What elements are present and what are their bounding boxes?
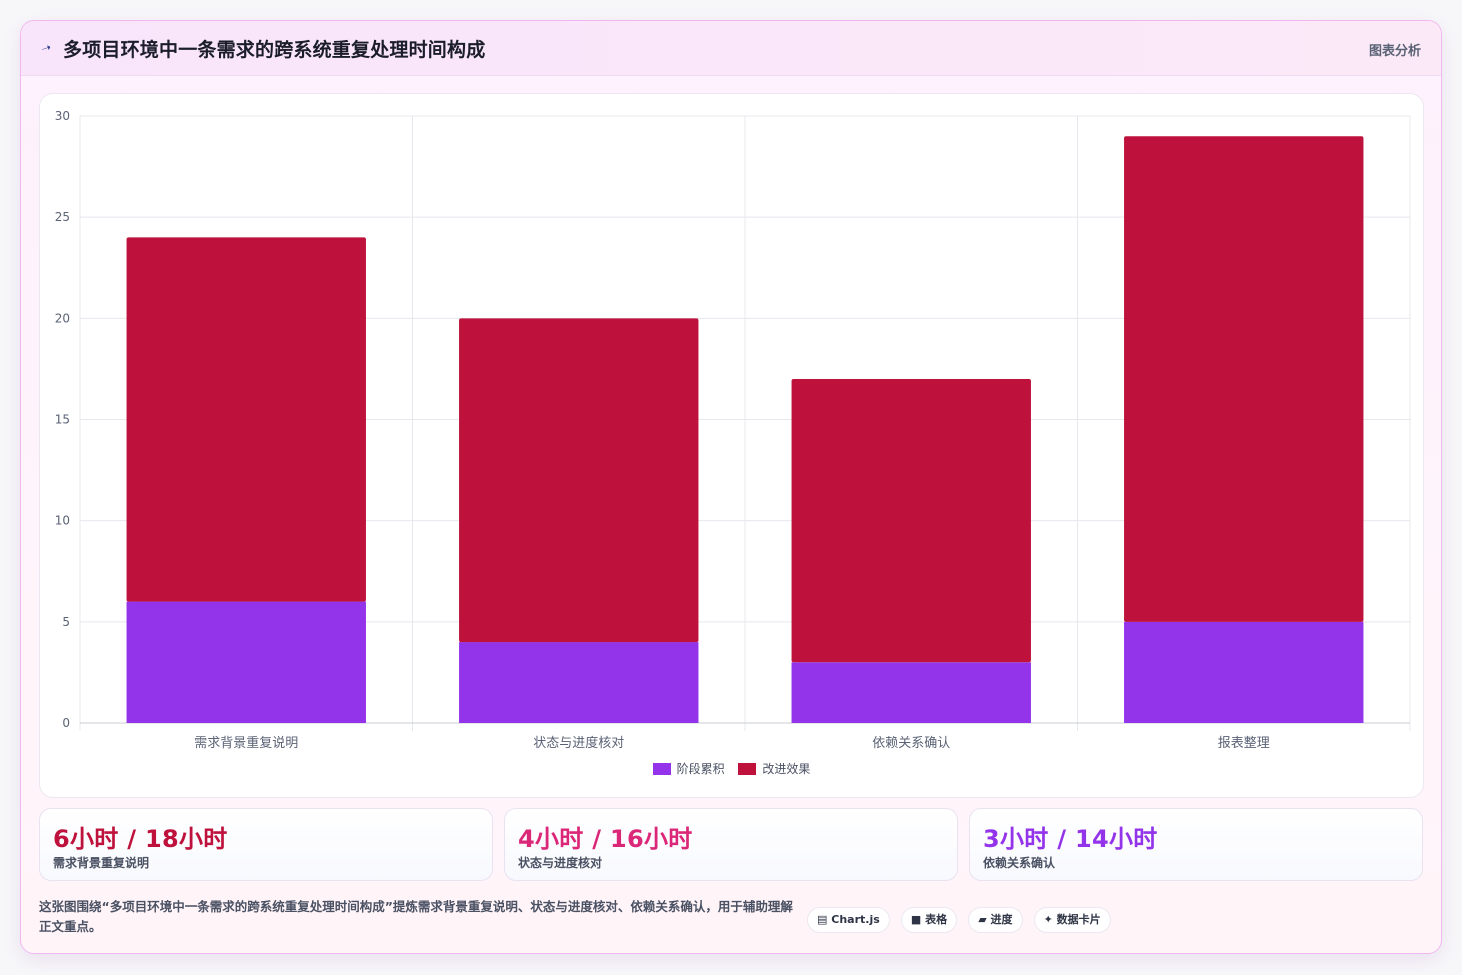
bar-series-2 (459, 318, 699, 643)
x-tick-label: 需求背景重复说明 (194, 735, 298, 751)
card-header: ➝ 多项目环境中一条需求的跨系统重复处理时间构成 图表分析 (21, 21, 1441, 76)
x-tick-label: 依赖关系确认 (872, 736, 950, 751)
chart-icon: ▤ (817, 913, 828, 926)
table-icon: ■ (910, 913, 922, 926)
y-tick-label: 0 (62, 716, 70, 730)
bar-series-2 (126, 237, 366, 602)
legend-item-series-2[interactable]: 改进效果 (738, 760, 810, 777)
stat-label: 依赖关系确认 (983, 856, 1056, 870)
bar-series-1 (126, 601, 366, 723)
legend-swatch-series-1 (652, 763, 671, 775)
page-title: 多项目环境中一条需求的跨系统重复处理时间构成 (63, 39, 486, 61)
y-tick-label: 30 (55, 109, 70, 123)
tag-chartjs[interactable]: ▤ Chart.js (807, 907, 890, 933)
spark-icon: ➝ (39, 39, 53, 57)
stacked-bar-chart: 0 5 10 15 20 25 30 需求背景重复说明 状态与进度核对 依赖关系确认 报表整理 (55, 109, 1411, 751)
chart-card: ➝ 多项目环境中一条需求的跨系统重复处理时间构成 图表分析 0 5 10 15 20 25… (20, 20, 1442, 954)
stat-label: 需求背景重复说明 (53, 856, 150, 870)
y-tick-label: 25 (55, 210, 70, 224)
tag-label: Chart.js (831, 913, 880, 926)
y-tick-label: 20 (55, 311, 70, 325)
tag-list: ▤ Chart.js ■ 表格 ▰ 进度 ✦ 数据卡片 (807, 907, 1117, 935)
y-tick-label: 5 (62, 615, 70, 629)
legend-label-series-1: 阶段累积 (676, 762, 725, 776)
stat-value: 6小时 / 18小时 (53, 825, 228, 853)
chart-panel: 0 5 10 15 20 25 30 需求背景重复说明 状态与进度核对 依赖关系确认 报表整理 阶段… (39, 93, 1424, 798)
sparkle-icon: ✦ (1043, 913, 1053, 926)
stat-card-1: 6小时 / 18小时 需求背景重复说明 (39, 808, 493, 881)
tag-data-card[interactable]: ✦ 数据卡片 (1033, 907, 1111, 933)
x-tick-label: 状态与进度核对 (533, 735, 624, 751)
stat-label: 状态与进度核对 (518, 856, 603, 870)
tag-progress[interactable]: ▰ 进度 (968, 907, 1023, 933)
tag-label: 数据卡片 (1056, 913, 1101, 926)
legend-item-series-1[interactable]: 阶段累积 (652, 760, 725, 777)
y-tick-label: 10 (55, 514, 70, 528)
stat-card-3: 3小时 / 14小时 依赖关系确认 (969, 808, 1423, 881)
y-tick-label: 15 (55, 413, 70, 427)
tag-table[interactable]: ■ 表格 (900, 907, 958, 933)
legend-swatch-series-2 (738, 763, 757, 775)
tag-label: 进度 (990, 913, 1013, 926)
legend-label-series-2: 改进效果 (762, 762, 811, 776)
x-tick-label: 报表整理 (1218, 736, 1270, 751)
stat-value: 3小时 / 14小时 (983, 825, 1158, 853)
stat-value: 4小时 / 16小时 (518, 825, 693, 853)
stat-card-2: 4小时 / 16小时 状态与进度核对 (504, 808, 958, 881)
bar-series-1 (791, 662, 1031, 723)
tag-label: 表格 (925, 913, 948, 926)
chart-legend: 阶段累积 改进效果 (40, 760, 1423, 777)
chart-description: 这张图围绕“多项目环境中一条需求的跨系统重复处理时间构成”提炼需求背景重复说明、… (39, 899, 793, 934)
bar-series-2 (791, 379, 1031, 663)
progress-icon: ▰ (978, 913, 987, 926)
bar-series-2 (1124, 136, 1364, 622)
bar-series-1 (1124, 621, 1364, 723)
bar-series-1 (459, 642, 699, 723)
chart-analysis-link[interactable]: 图表分析 (1368, 44, 1421, 59)
